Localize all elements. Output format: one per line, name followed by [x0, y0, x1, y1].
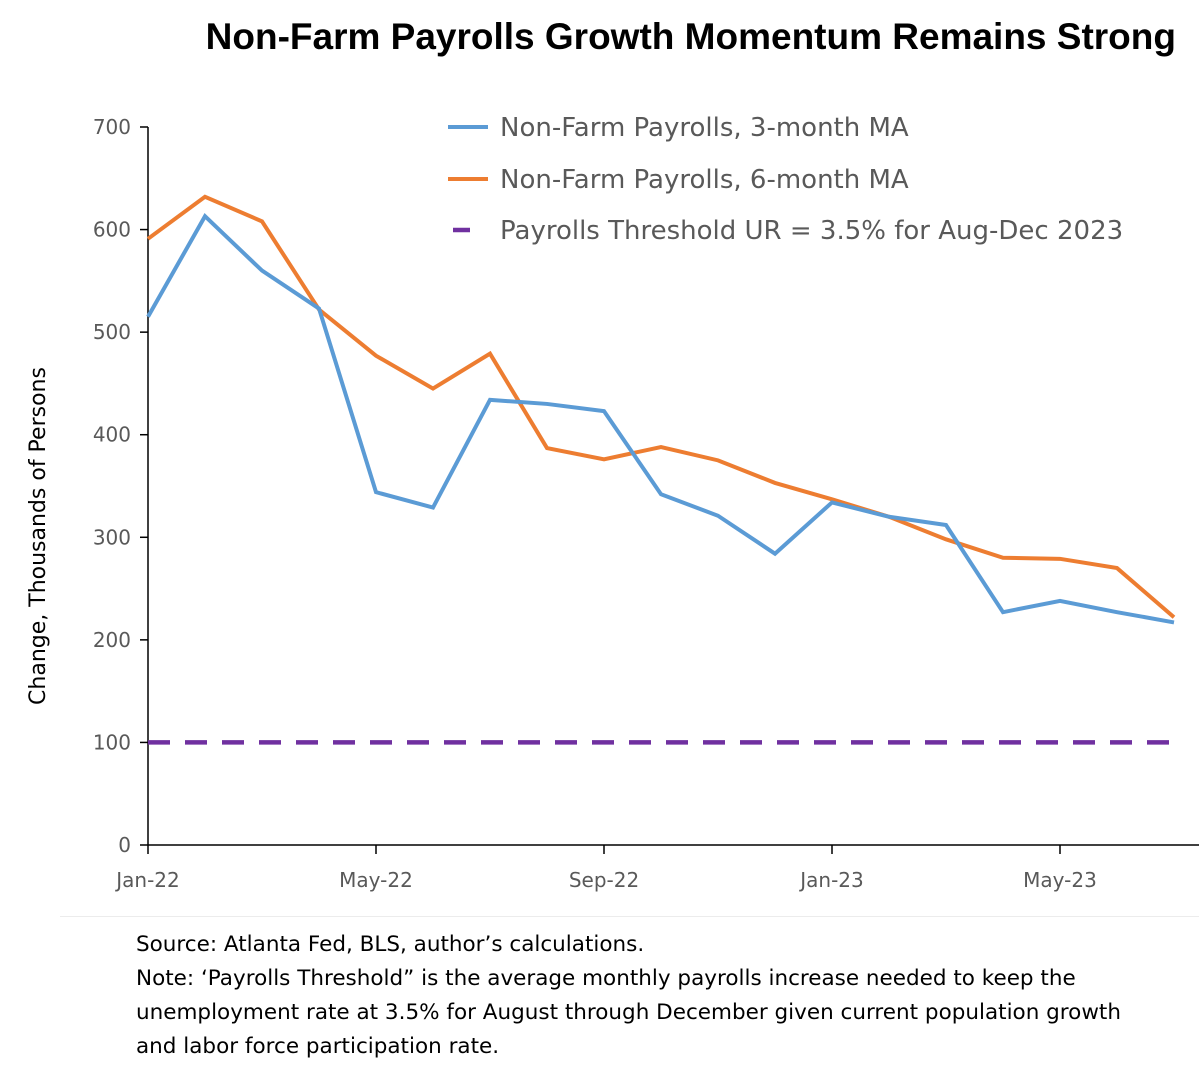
- series-line-1: [146, 213, 1175, 625]
- y-axis-label: Change, Thousands of Persons: [26, 367, 51, 705]
- y-tick-label: 0: [118, 833, 131, 857]
- line-chart: 0 100 200 300 400 500 600 700 Jan-22 May-22 Sep-2…: [26, 113, 1199, 892]
- x-tick-label: May-23: [1023, 868, 1097, 892]
- x-tick-label: Jan-22: [114, 868, 180, 892]
- x-tick-label: Jan-23: [798, 868, 864, 892]
- chart-title: Non-Farm Payrolls Growth Momentum Remain…: [205, 16, 1176, 57]
- y-axis: 0 100 200 300 400 500 600 700: [93, 115, 149, 857]
- footnote: Source: Atlanta Fed, BLS, author’s calcu…: [136, 928, 1186, 1064]
- y-tick-label: 200: [93, 628, 131, 652]
- legend-label: Non-Farm Payrolls, 6-month MA: [500, 165, 909, 195]
- note-line: unemployment rate at 3.5% for August thr…: [136, 1000, 1121, 1025]
- y-tick-label: 300: [93, 525, 131, 549]
- series-line-2: [146, 194, 1176, 619]
- y-tick-label: 700: [93, 115, 131, 139]
- legend-label: Non-Farm Payrolls, 3-month MA: [500, 113, 909, 143]
- x-axis: Jan-22 May-22 Sep-22 Jan-23 May-23: [114, 844, 1199, 892]
- series-layer: [146, 194, 1176, 745]
- x-tick-label: Sep-22: [569, 868, 639, 892]
- y-tick-label: 100: [93, 730, 131, 754]
- divider: [60, 916, 1199, 917]
- note-line: and labor force participation rate.: [136, 1034, 500, 1059]
- legend-label: Payrolls Threshold UR = 3.5% for Aug-Dec…: [500, 216, 1123, 246]
- x-tick-label: May-22: [339, 868, 413, 892]
- y-tick-label: 600: [93, 218, 131, 242]
- legend: Non-Farm Payrolls, 3-month MA Non-Farm Pa…: [448, 113, 1123, 246]
- note-line: Note: ‘Payrolls Threshold” is the averag…: [136, 966, 1076, 991]
- source-line: Source: Atlanta Fed, BLS, author’s calcu…: [136, 932, 645, 957]
- y-tick-label: 500: [93, 320, 131, 344]
- y-tick-label: 400: [93, 423, 131, 447]
